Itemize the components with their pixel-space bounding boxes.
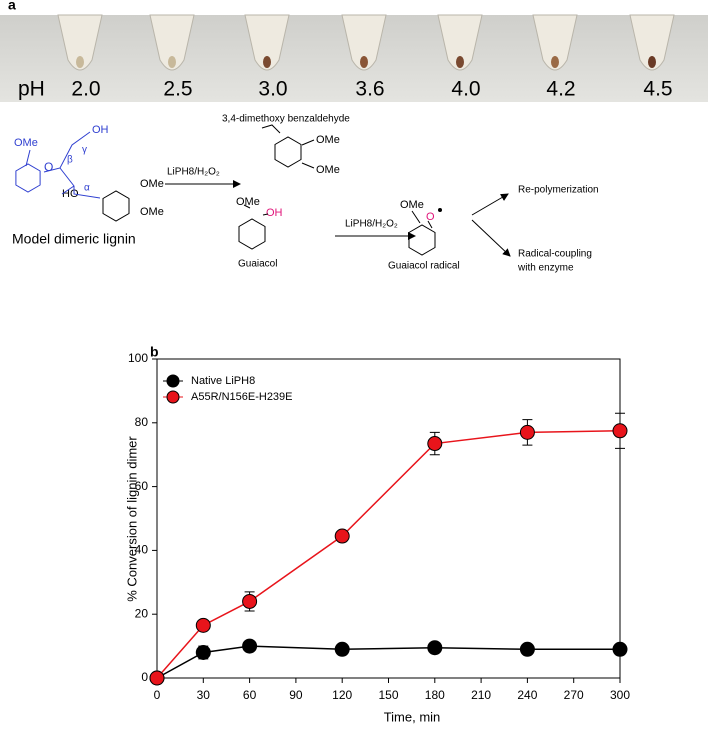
- y-axis-label: % Conversion of lignin dimer: [124, 436, 139, 602]
- x-tick-label: 270: [564, 688, 584, 702]
- data-point: [242, 593, 258, 609]
- radical-dot: [438, 208, 442, 212]
- alpha: α: [84, 183, 90, 194]
- product-2: Guaiacol: [238, 259, 277, 270]
- legend-marker: [166, 390, 180, 404]
- panel-label: a: [8, 0, 16, 13]
- x-tick-label: 150: [378, 688, 398, 702]
- data-point: [149, 670, 165, 686]
- tube: [244, 14, 290, 71]
- legend-marker: [166, 374, 180, 388]
- benzene-ring: [15, 163, 41, 193]
- data-point: [195, 617, 211, 633]
- arrow: [471, 193, 509, 216]
- pellet: [648, 56, 656, 68]
- tube: [532, 14, 578, 71]
- x-tick-label: 120: [332, 688, 352, 702]
- legend-label: Native LiPH8: [191, 375, 255, 387]
- product-1-ome: OMe: [316, 134, 340, 146]
- data-point: [427, 640, 443, 656]
- legend-label: A55R/N156E-H239E: [191, 391, 293, 403]
- bonds: [25, 131, 101, 199]
- radical-o: O: [426, 211, 435, 223]
- product-1-ome: OMe: [316, 164, 340, 176]
- y-tick-label: 80: [135, 415, 149, 429]
- data-point: [519, 641, 535, 657]
- ph-value: 3.0: [258, 78, 287, 101]
- product-1: 3,4-dimethoxy benzaldehyde: [222, 114, 350, 125]
- arrow: [471, 219, 511, 257]
- y-tick-label: 20: [135, 606, 149, 620]
- data-point: [242, 638, 258, 654]
- tube: [149, 14, 195, 71]
- x-tick-label: 30: [197, 688, 211, 702]
- x-tick-label: 60: [243, 688, 257, 702]
- beta: β: [67, 155, 73, 166]
- tube: [341, 14, 387, 71]
- fate-2: with enzyme: [517, 263, 574, 274]
- data-point: [612, 641, 628, 657]
- series-line: [156, 645, 620, 679]
- guaiacol-ome: OMe: [236, 196, 260, 208]
- ph-value: 3.6: [355, 78, 384, 101]
- tube: [57, 14, 103, 71]
- dimer-oh: OH: [92, 124, 109, 136]
- data-point: [427, 436, 443, 452]
- tube: [629, 14, 675, 71]
- pellet: [551, 56, 559, 68]
- dimer-ome: OMe: [14, 137, 38, 149]
- scheme: OMe O OH γ β HO α OMe OMe Model dimeric …: [12, 114, 599, 274]
- fate-1: Re-polymerization: [518, 185, 599, 196]
- data-point: [195, 644, 211, 660]
- x-tick-label: 210: [471, 688, 491, 702]
- radical-name: Guaiacol radical: [388, 261, 460, 272]
- y-tick-label: 40: [135, 543, 149, 557]
- data-point: [334, 528, 350, 544]
- y-tick-label: 60: [135, 479, 149, 493]
- reagent: LiPH8/H₂O₂: [167, 167, 220, 178]
- x-tick-label: 300: [610, 688, 630, 702]
- pellet: [76, 56, 84, 68]
- y-tick-label: 100: [128, 351, 148, 365]
- data-point: [519, 424, 535, 440]
- series-line: [156, 430, 621, 679]
- x-tick-label: 90: [289, 688, 303, 702]
- ph-value: 4.0: [451, 78, 480, 101]
- pellet: [456, 56, 464, 68]
- ether-o: O: [44, 160, 53, 174]
- benzene-ring: [238, 218, 266, 250]
- ph-value: 2.0: [71, 78, 100, 101]
- guaiacol-oh: OH: [266, 207, 283, 219]
- ph-value: 4.5: [643, 78, 672, 101]
- pellet: [263, 56, 271, 68]
- benzene-ring: [102, 190, 130, 222]
- benzene-ring: [408, 224, 436, 256]
- plot-frame: [156, 358, 621, 679]
- reagent: LiPH8/H₂O₂: [345, 219, 398, 230]
- panel-label: b: [150, 344, 159, 360]
- ph-value: 2.5: [163, 78, 192, 101]
- tube: [437, 14, 483, 71]
- reactant-name: Model dimeric lignin: [12, 231, 136, 247]
- pellet: [360, 56, 368, 68]
- data-point: [334, 641, 350, 657]
- radical-ome: OMe: [400, 199, 424, 211]
- x-tick-label: 240: [517, 688, 537, 702]
- gamma: γ: [82, 145, 87, 156]
- x-axis-label: Time, min: [384, 709, 441, 724]
- fate-2: Radical-coupling: [518, 249, 592, 260]
- x-tick-label: 180: [425, 688, 445, 702]
- dimer-ome: OMe: [140, 178, 164, 190]
- x-tick-label: 0: [154, 688, 161, 702]
- ph-value: 4.2: [546, 78, 575, 101]
- dimer-ome: OMe: [140, 206, 164, 218]
- benzene-ring: [274, 136, 302, 168]
- pellet: [168, 56, 176, 68]
- y-tick-label: 0: [141, 670, 148, 684]
- ph-label: pH: [18, 78, 45, 101]
- data-point: [612, 423, 628, 439]
- bonds: [243, 124, 433, 229]
